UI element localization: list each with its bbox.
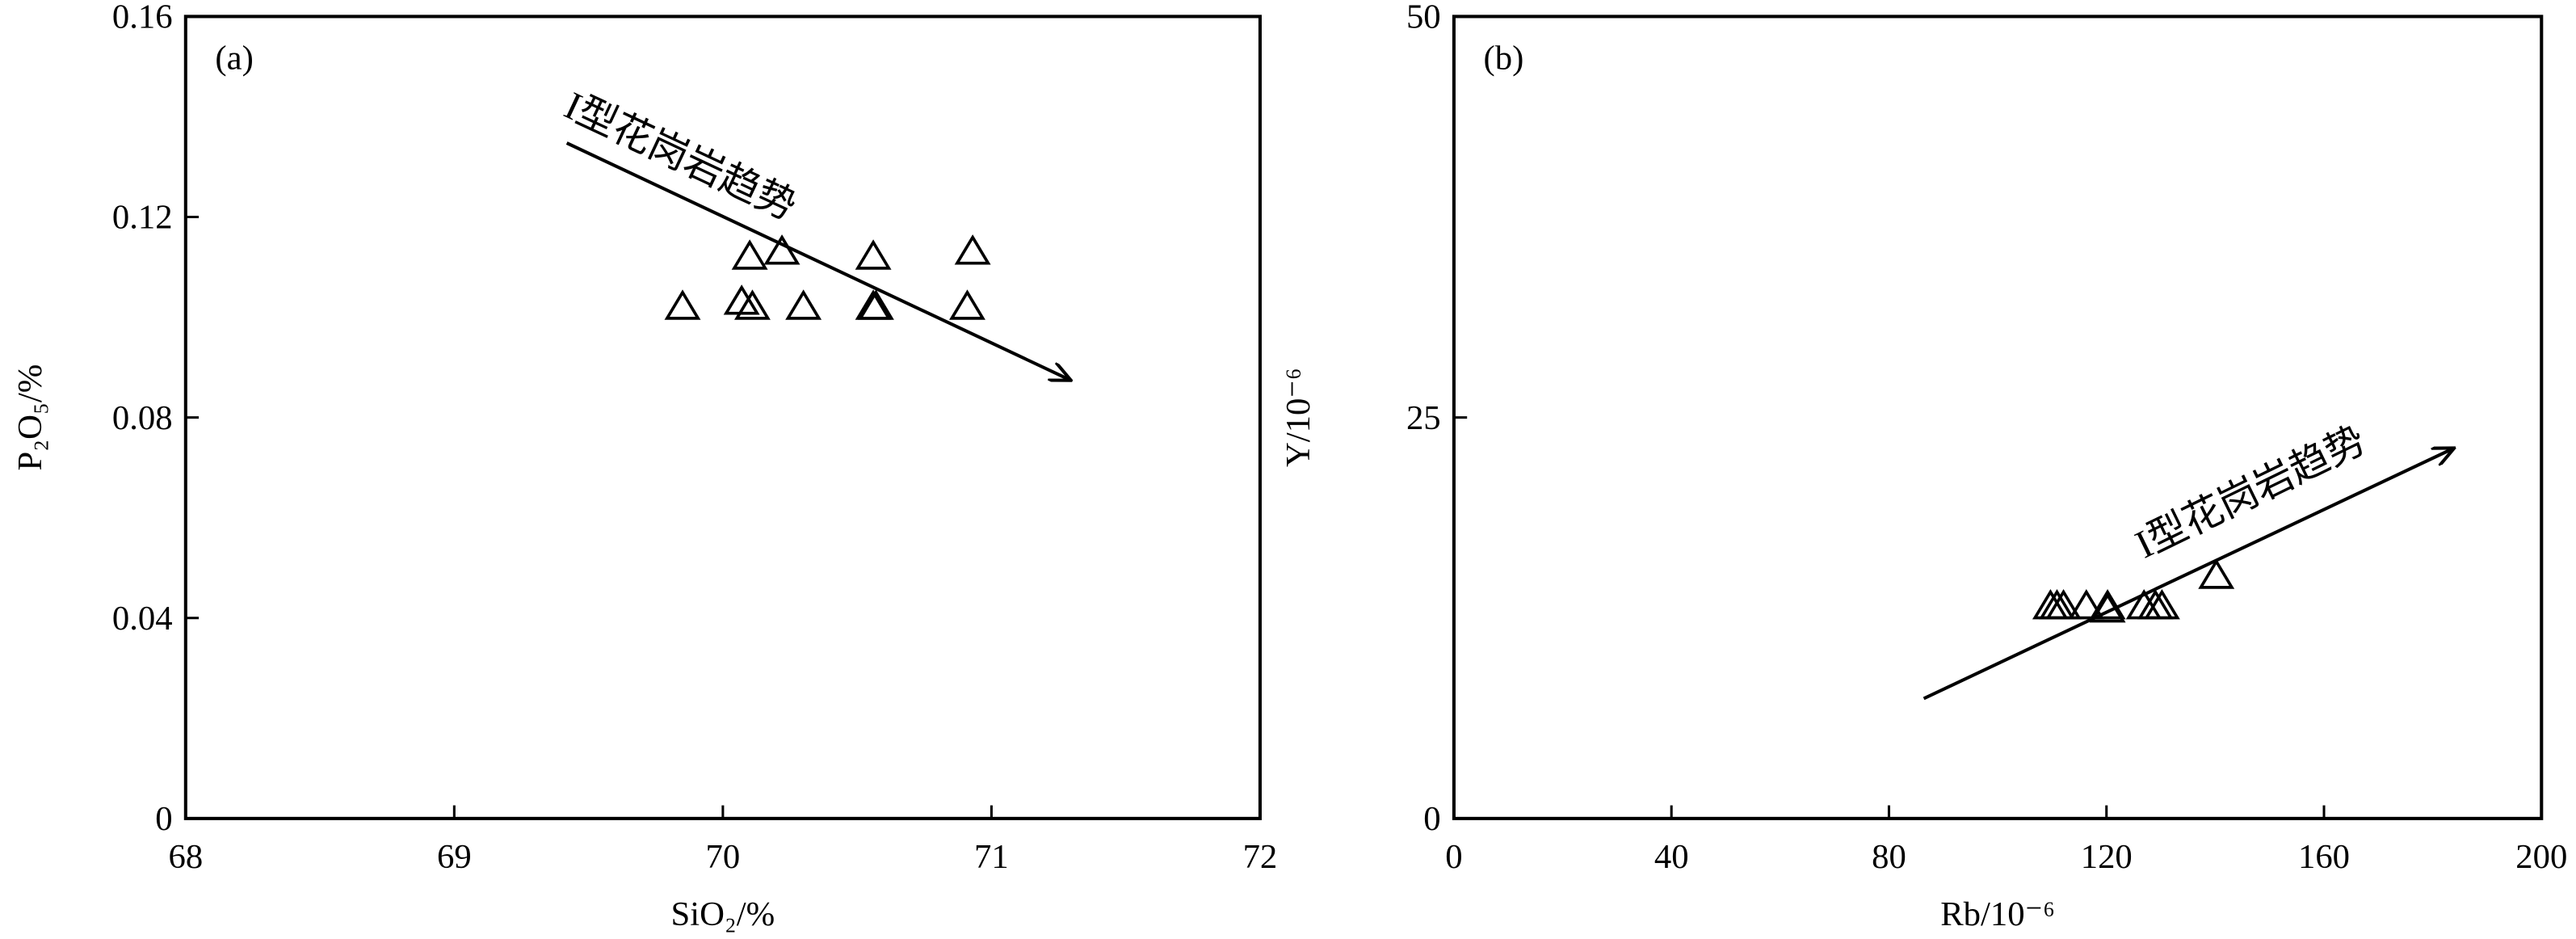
point bbox=[731, 239, 768, 270]
x-tick-label: 68 bbox=[168, 838, 203, 876]
y-tick-label: 0.04 bbox=[112, 600, 173, 638]
x-tick-label: 160 bbox=[2298, 838, 2350, 876]
x-tick-label: 200 bbox=[2515, 838, 2567, 876]
panel-label: (a) bbox=[215, 39, 253, 77]
y-axis-label: Y/10⁻⁶ bbox=[1280, 368, 1317, 467]
point bbox=[855, 239, 892, 270]
point bbox=[2198, 558, 2235, 589]
point bbox=[785, 289, 822, 320]
point bbox=[857, 289, 894, 320]
panel-label: (b) bbox=[1484, 39, 1524, 77]
point bbox=[763, 234, 801, 265]
x-axis-label: SiO₂/% bbox=[671, 895, 775, 933]
x-tick-label: 69 bbox=[437, 838, 472, 876]
x-tick-label: 40 bbox=[1654, 838, 1689, 876]
x-tick-label: 72 bbox=[1243, 838, 1278, 876]
point bbox=[2068, 588, 2105, 620]
point bbox=[723, 284, 760, 315]
trend-arrow bbox=[565, 141, 1069, 380]
plot-frame bbox=[1452, 15, 2544, 820]
point bbox=[2089, 592, 2126, 623]
point bbox=[664, 289, 701, 320]
y-tick-label: 0 bbox=[1423, 800, 1440, 838]
point bbox=[954, 234, 991, 265]
x-tick-label: 71 bbox=[974, 838, 1009, 876]
point bbox=[2089, 588, 2126, 620]
trend-arrow bbox=[1923, 448, 2453, 701]
point bbox=[2143, 588, 2180, 620]
y-tick-label: 0.12 bbox=[112, 199, 173, 237]
point bbox=[949, 289, 985, 320]
y-tick-label: 0 bbox=[155, 800, 172, 838]
x-axis-label: Rb/10⁻⁶ bbox=[1940, 895, 2055, 933]
y-tick-label: 25 bbox=[1406, 399, 1441, 437]
y-tick-label: 0.08 bbox=[112, 399, 173, 437]
point bbox=[733, 289, 771, 320]
point bbox=[2045, 588, 2082, 620]
y-tick-label: 50 bbox=[1406, 0, 1441, 36]
x-tick-label: 70 bbox=[706, 838, 741, 876]
x-tick-label: 80 bbox=[1872, 838, 1906, 876]
y-axis-label: P₂O₅/% bbox=[11, 364, 49, 471]
x-tick-label: 120 bbox=[2081, 838, 2133, 876]
plot-frame bbox=[183, 15, 1262, 820]
y-tick-label: 0.16 bbox=[112, 0, 173, 36]
x-tick-label: 0 bbox=[1445, 838, 1462, 876]
